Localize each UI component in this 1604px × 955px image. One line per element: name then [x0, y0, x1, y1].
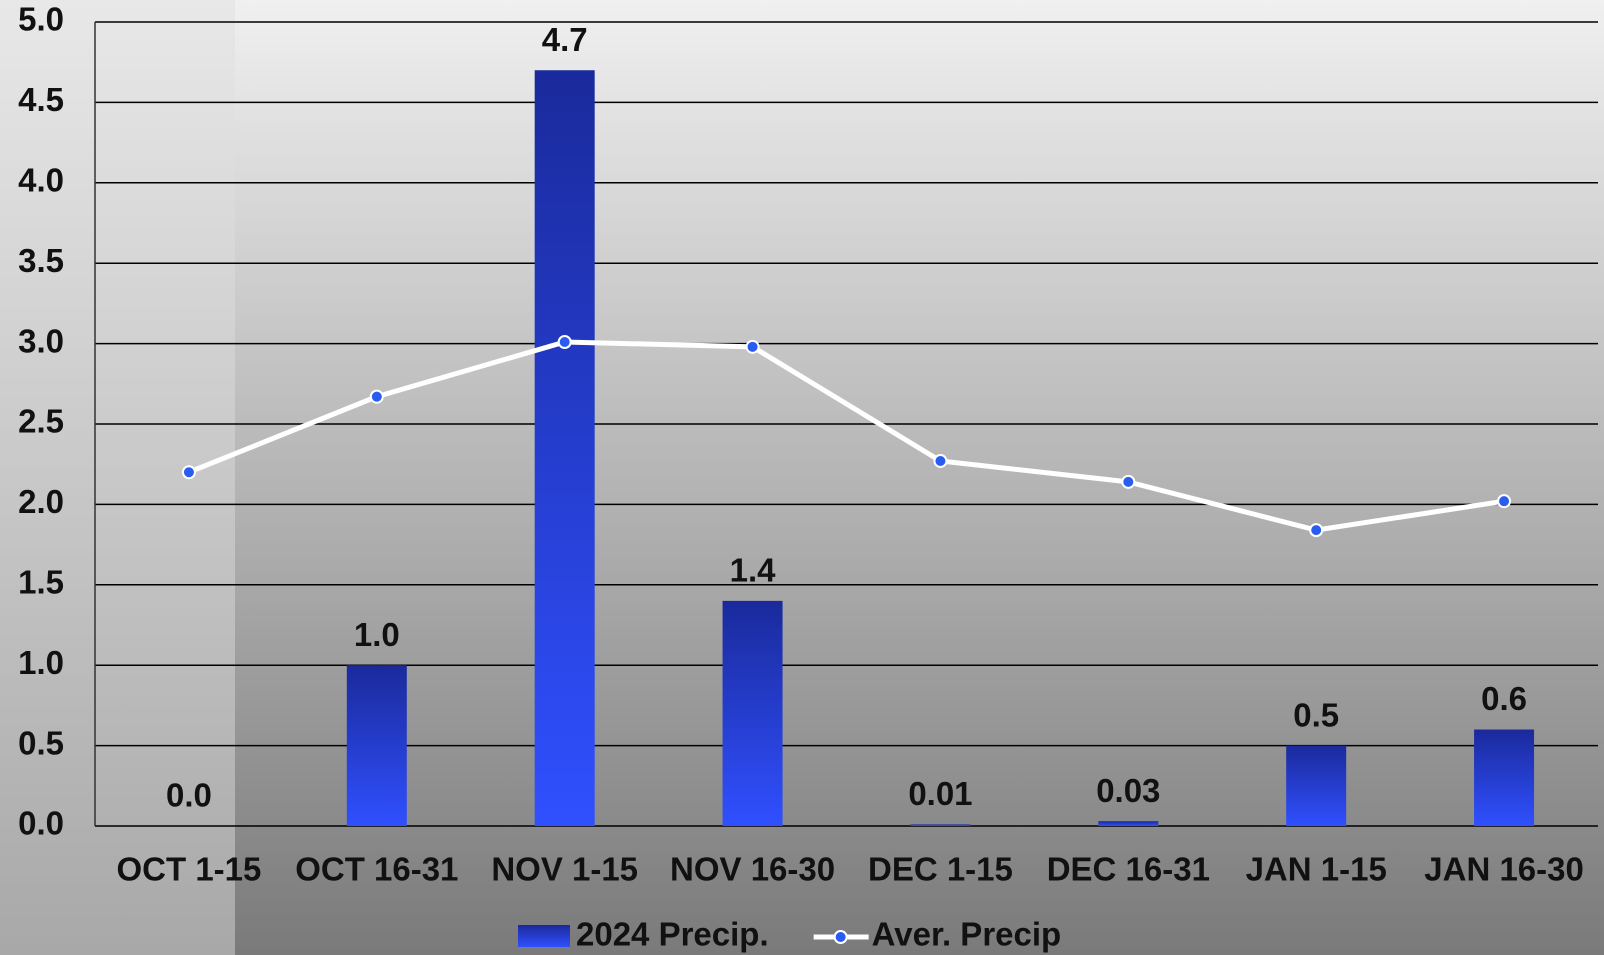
line-marker — [369, 389, 384, 404]
legend-label: Aver. Precip — [872, 916, 1062, 953]
bar — [534, 70, 595, 827]
bar — [910, 824, 971, 826]
legend-label: 2024 Precip. — [576, 916, 769, 953]
y-tick-label: 2.0 — [18, 483, 64, 520]
y-tick-label: 3.0 — [18, 322, 64, 359]
y-tick-label: 2.5 — [18, 403, 64, 440]
line-marker — [181, 465, 196, 480]
data-label: 0.0 — [166, 777, 212, 814]
data-label: 1.4 — [730, 552, 777, 589]
x-tick-label: DEC 16-31 — [1047, 851, 1210, 888]
x-tick-label: JAN 1-15 — [1246, 851, 1387, 888]
bar — [1286, 745, 1347, 826]
y-tick-label: 0.0 — [18, 805, 64, 842]
y-tick-label: 1.0 — [18, 644, 64, 681]
data-label: 1.0 — [354, 616, 400, 653]
data-label: 0.6 — [1481, 680, 1527, 717]
data-label: 0.01 — [908, 775, 972, 812]
bar — [722, 600, 783, 826]
line-marker — [1121, 474, 1136, 489]
y-tick-label: 1.5 — [18, 564, 64, 601]
x-tick-label: NOV 1-15 — [491, 851, 638, 888]
x-tick-label: OCT 1-15 — [117, 851, 262, 888]
x-tick-label: OCT 16-31 — [295, 851, 458, 888]
line-marker — [557, 334, 572, 349]
x-tick-label: NOV 16-30 — [670, 851, 835, 888]
data-label: 0.5 — [1293, 696, 1339, 733]
line — [188, 339, 1505, 533]
x-tick-label: JAN 16-30 — [1424, 851, 1584, 888]
bar — [1474, 729, 1535, 826]
y-tick-label: 4.5 — [18, 81, 64, 118]
bar — [1098, 821, 1159, 826]
y-tick-label: 5.0 — [18, 1, 64, 38]
line-marker — [745, 339, 760, 354]
y-tick-label: 0.5 — [18, 724, 64, 761]
y-tick-label: 3.5 — [18, 242, 64, 279]
legend-marker — [833, 930, 848, 944]
legend-swatch — [518, 925, 570, 947]
y-tick-label: 4.0 — [18, 162, 64, 199]
data-label: 4.7 — [542, 21, 588, 58]
background-strip — [0, 0, 235, 955]
line-marker — [1497, 494, 1512, 509]
x-tick-label: DEC 1-15 — [868, 851, 1013, 888]
data-label: 0.03 — [1096, 772, 1160, 809]
line-marker — [1309, 523, 1324, 538]
line-marker — [933, 453, 948, 468]
bar — [346, 665, 407, 826]
